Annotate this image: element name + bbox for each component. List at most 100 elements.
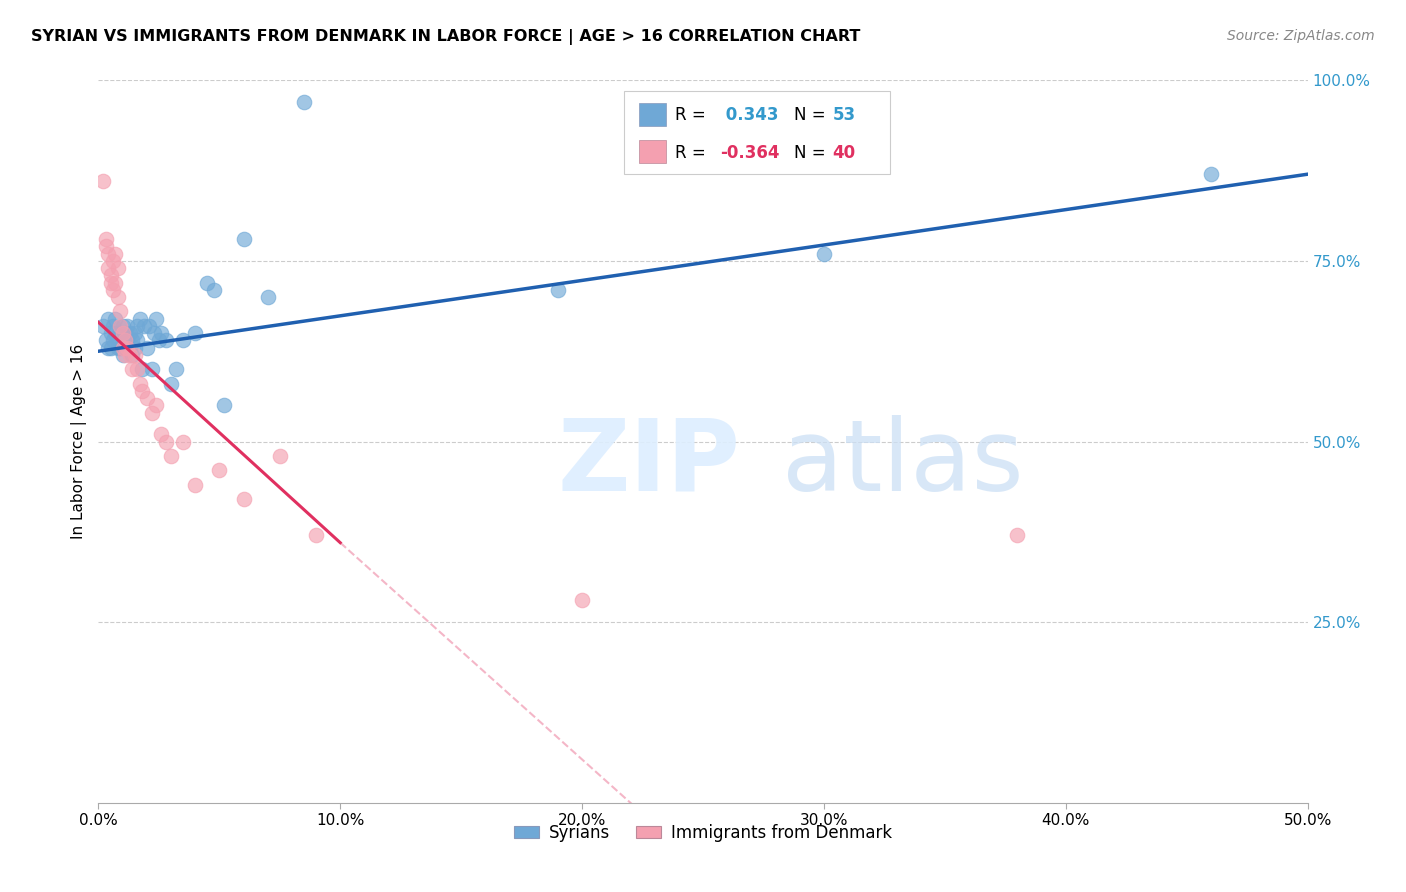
Point bbox=[97, 246, 120, 260]
Point bbox=[165, 362, 187, 376]
Text: atlas: atlas bbox=[782, 415, 1024, 512]
Point bbox=[121, 362, 143, 376]
Point bbox=[91, 174, 114, 188]
Point bbox=[150, 427, 173, 442]
Point bbox=[118, 341, 141, 355]
Point bbox=[145, 398, 167, 412]
Point bbox=[124, 341, 146, 355]
Text: 40: 40 bbox=[832, 144, 855, 161]
Point bbox=[97, 311, 120, 326]
Text: N =: N = bbox=[794, 144, 831, 161]
Point bbox=[160, 449, 183, 463]
Bar bbox=[638, 103, 665, 126]
Point bbox=[141, 362, 163, 376]
Point bbox=[134, 318, 156, 333]
Text: SYRIAN VS IMMIGRANTS FROM DENMARK IN LABOR FORCE | AGE > 16 CORRELATION CHART: SYRIAN VS IMMIGRANTS FROM DENMARK IN LAB… bbox=[31, 29, 860, 45]
Point bbox=[547, 283, 569, 297]
Point bbox=[292, 95, 315, 109]
Legend: Syrians, Immigrants from Denmark: Syrians, Immigrants from Denmark bbox=[508, 817, 898, 848]
Point bbox=[212, 398, 235, 412]
Point bbox=[135, 341, 157, 355]
Point bbox=[100, 341, 122, 355]
Point bbox=[111, 326, 134, 340]
Text: N =: N = bbox=[794, 106, 831, 124]
Point bbox=[101, 283, 124, 297]
Point bbox=[117, 318, 139, 333]
Point bbox=[97, 261, 120, 276]
Point bbox=[91, 318, 114, 333]
Point bbox=[111, 341, 134, 355]
Point bbox=[131, 384, 153, 398]
Point bbox=[160, 376, 183, 391]
Point bbox=[121, 334, 143, 348]
Point bbox=[127, 334, 149, 348]
Point bbox=[127, 362, 149, 376]
Point bbox=[135, 391, 157, 405]
Point bbox=[208, 463, 231, 477]
Point bbox=[172, 334, 194, 348]
Point bbox=[97, 341, 120, 355]
Point bbox=[94, 239, 117, 253]
Point bbox=[104, 311, 127, 326]
Point bbox=[117, 341, 139, 355]
Point bbox=[108, 304, 131, 318]
Point bbox=[107, 334, 129, 348]
Point bbox=[101, 318, 124, 333]
Point bbox=[114, 341, 136, 355]
Point bbox=[138, 318, 160, 333]
Point bbox=[195, 276, 218, 290]
Text: R =: R = bbox=[675, 144, 711, 161]
Point bbox=[107, 341, 129, 355]
Point bbox=[107, 261, 129, 276]
Point bbox=[124, 326, 146, 340]
Point bbox=[184, 478, 207, 492]
Point bbox=[204, 283, 226, 297]
Point bbox=[571, 593, 593, 607]
Point bbox=[232, 492, 254, 507]
Point bbox=[256, 290, 278, 304]
Point bbox=[1199, 167, 1222, 181]
Point bbox=[108, 318, 131, 333]
Point bbox=[269, 449, 291, 463]
Point bbox=[131, 362, 153, 376]
Point bbox=[128, 376, 150, 391]
Bar bbox=[638, 140, 665, 163]
Text: Source: ZipAtlas.com: Source: ZipAtlas.com bbox=[1227, 29, 1375, 43]
Point bbox=[114, 334, 136, 348]
Point bbox=[155, 334, 177, 348]
Point bbox=[141, 406, 163, 420]
Point bbox=[108, 341, 131, 355]
Point bbox=[101, 253, 124, 268]
Point bbox=[184, 326, 207, 340]
Point bbox=[100, 268, 122, 283]
Point bbox=[104, 276, 127, 290]
Point bbox=[100, 276, 122, 290]
Point bbox=[111, 348, 134, 362]
Point bbox=[107, 290, 129, 304]
Y-axis label: In Labor Force | Age > 16: In Labor Force | Age > 16 bbox=[72, 344, 87, 539]
Point bbox=[143, 326, 166, 340]
Point bbox=[94, 232, 117, 246]
Point bbox=[121, 348, 143, 362]
Point bbox=[111, 318, 134, 333]
Text: 53: 53 bbox=[832, 106, 855, 124]
Point bbox=[118, 348, 141, 362]
Point bbox=[104, 246, 127, 260]
FancyBboxPatch shape bbox=[624, 91, 890, 174]
Point bbox=[155, 434, 177, 449]
Point bbox=[145, 311, 167, 326]
Point bbox=[148, 334, 170, 348]
Point bbox=[108, 326, 131, 340]
Point bbox=[232, 232, 254, 246]
Point bbox=[100, 326, 122, 340]
Point bbox=[104, 326, 127, 340]
Point bbox=[124, 348, 146, 362]
Point bbox=[111, 334, 134, 348]
Point bbox=[118, 326, 141, 340]
Point bbox=[128, 311, 150, 326]
Point bbox=[117, 334, 139, 348]
Text: 0.343: 0.343 bbox=[720, 106, 779, 124]
Point bbox=[1007, 528, 1029, 542]
Point bbox=[172, 434, 194, 449]
Text: R =: R = bbox=[675, 106, 711, 124]
